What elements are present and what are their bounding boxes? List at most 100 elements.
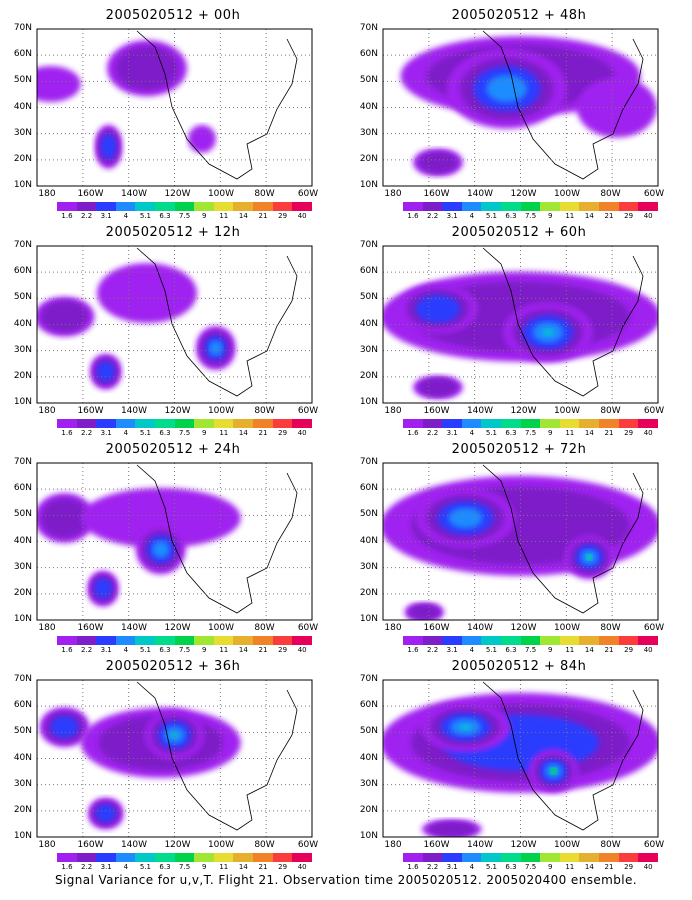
colorbar-swatch xyxy=(57,636,77,645)
contour-fill xyxy=(152,540,170,558)
variance-map xyxy=(382,679,659,838)
colorbar-swatch xyxy=(174,202,195,211)
colorbar-label: 7.5 xyxy=(179,863,191,871)
lat-label: 60N xyxy=(359,700,378,711)
colorbar-label: 9 xyxy=(547,863,553,871)
lat-label: 10N xyxy=(359,397,378,407)
colorbar-swatch xyxy=(155,419,175,428)
lon-label: 180 xyxy=(384,406,402,416)
panel-title: 2005020512 + 72h xyxy=(451,442,587,457)
lat-label: 50N xyxy=(13,509,32,520)
colorbar-swatch xyxy=(579,202,600,211)
lon-label: 180 xyxy=(384,623,402,633)
lon-label: 60W xyxy=(297,189,319,199)
colorbar-label: 11 xyxy=(565,863,575,871)
lon-label: 80W xyxy=(600,623,621,633)
colorbar-label: 7.5 xyxy=(525,646,537,654)
lon-label: 80W xyxy=(254,623,275,633)
colorbar-label: 9 xyxy=(201,863,207,871)
colorbar-swatch xyxy=(213,202,234,211)
colorbar-label: 6.3 xyxy=(505,212,517,220)
colorbar-label: 2.2 xyxy=(81,212,93,220)
colorbar-label: 2.2 xyxy=(81,863,93,871)
lon-label: 60W xyxy=(297,406,319,416)
colorbar-swatch xyxy=(559,853,580,862)
colorbar-swatch xyxy=(292,419,312,428)
lon-label: 100W xyxy=(553,189,581,199)
colorbar xyxy=(403,202,658,211)
shaded-field xyxy=(383,271,658,400)
coastline xyxy=(136,464,298,614)
shaded-field xyxy=(400,36,657,177)
lon-label: 60W xyxy=(643,840,665,850)
colorbar-swatch xyxy=(540,853,560,862)
map-panel: 2005020512 + 72h 70N 60N 50N 40N 30N 20N 10N 180… xyxy=(346,434,692,654)
lat-label: 70N xyxy=(359,674,378,684)
lat-label: 50N xyxy=(359,509,378,520)
lon-label: 60W xyxy=(297,623,319,633)
colorbar-swatch xyxy=(501,853,521,862)
colorbar-label: 5.1 xyxy=(485,429,497,437)
variance-map xyxy=(382,245,659,404)
colorbar-swatch xyxy=(76,636,97,645)
colorbar-label: 11 xyxy=(565,212,575,220)
lat-label: 20N xyxy=(359,587,378,598)
lat-label: 70N xyxy=(13,457,32,467)
colorbar-label: 6.3 xyxy=(159,863,171,871)
colorbar-swatch xyxy=(135,853,156,862)
colorbar xyxy=(403,419,658,428)
colorbar-swatch xyxy=(481,636,502,645)
colorbar-label: 14 xyxy=(238,646,248,654)
lon-label: 140W xyxy=(466,406,494,416)
colorbar-label: 7.5 xyxy=(525,429,537,437)
colorbar-label: 40 xyxy=(297,429,307,437)
variance-map xyxy=(36,679,313,838)
lon-label: 180 xyxy=(384,840,402,850)
colorbar-label: 4 xyxy=(123,863,129,871)
map-panel: 2005020512 + 24h 70N 60N 50N 40N 30N 20N 10N 180… xyxy=(0,434,346,654)
colorbar-label: 14 xyxy=(584,863,594,871)
colorbar-swatch xyxy=(272,419,293,428)
lat-label: 30N xyxy=(359,127,378,138)
lat-label: 10N xyxy=(13,831,32,841)
lat-label: 70N xyxy=(359,23,378,33)
colorbar-label: 40 xyxy=(297,646,307,654)
lon-label: 140W xyxy=(120,189,148,199)
coastline xyxy=(482,681,644,831)
shaded-field xyxy=(37,40,216,169)
lat-label: 30N xyxy=(359,778,378,789)
contour-fill xyxy=(415,294,461,323)
lon-label: 100W xyxy=(553,406,581,416)
lon-label: 160W xyxy=(423,840,450,850)
lon-label: 60W xyxy=(643,623,665,633)
lon-label: 100W xyxy=(207,623,235,633)
map-frame xyxy=(382,28,659,187)
lon-label: 140W xyxy=(120,406,148,416)
colorbar-swatch xyxy=(403,202,423,211)
lat-label: 60N xyxy=(359,266,378,277)
coastline xyxy=(136,30,298,180)
colorbar-label: 1.6 xyxy=(407,646,419,654)
shaded-field xyxy=(37,263,236,390)
colorbar-swatch xyxy=(155,853,175,862)
lon-label: 80W xyxy=(254,840,275,850)
map-panel: 2005020512 + 36h 70N 60N 50N 40N 30N 20N 10N 180… xyxy=(0,651,346,871)
colorbar-swatch xyxy=(599,419,619,428)
colorbar-swatch xyxy=(442,636,462,645)
colorbar-label: 14 xyxy=(584,212,594,220)
colorbar-label: 4 xyxy=(123,646,129,654)
colorbar-swatch xyxy=(442,419,462,428)
colorbar-swatch xyxy=(115,853,136,862)
colorbar-label: 11 xyxy=(565,646,575,654)
colorbar-swatch xyxy=(253,202,273,211)
colorbar-label: 5.1 xyxy=(485,863,497,871)
lon-label: 160W xyxy=(77,189,104,199)
lon-label: 60W xyxy=(297,840,319,850)
lon-label: 160W xyxy=(423,623,450,633)
colorbar-label: 14 xyxy=(584,646,594,654)
lat-label: 30N xyxy=(13,561,32,572)
lat-label: 30N xyxy=(13,778,32,789)
colorbar-swatch xyxy=(233,419,254,428)
colorbar-swatch xyxy=(253,419,273,428)
contour-fill xyxy=(428,821,476,837)
